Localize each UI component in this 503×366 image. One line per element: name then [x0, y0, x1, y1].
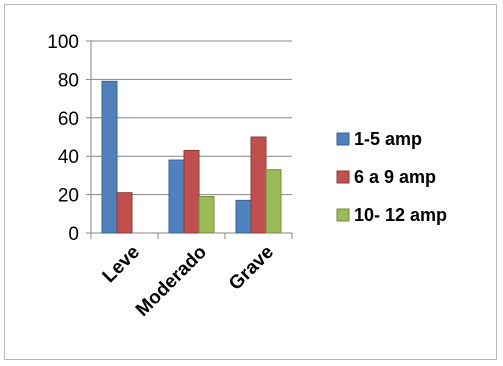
x-category-label: Moderado [132, 242, 211, 321]
y-tick-label: 100 [47, 32, 79, 53]
bar [235, 199, 252, 234]
legend-swatch [336, 170, 350, 184]
y-tick-label: 40 [58, 147, 79, 168]
legend-swatch [336, 132, 350, 146]
bar [250, 136, 267, 234]
bar [116, 192, 133, 234]
legend-label: 1-5 amp [354, 129, 422, 149]
bar [168, 159, 185, 234]
y-tick-label: 0 [68, 224, 79, 245]
bar [101, 80, 118, 234]
bar [183, 149, 200, 234]
y-tick-label: 20 [58, 186, 79, 207]
bar [265, 169, 282, 234]
y-tick-label: 80 [58, 70, 79, 91]
legend-label: 10- 12 amp [354, 205, 447, 225]
x-category-label: Leve [99, 242, 144, 287]
legend-label: 6 a 9 amp [354, 167, 436, 187]
bar [198, 196, 215, 234]
legend-swatch [336, 208, 350, 222]
x-category-label: Grave [225, 242, 278, 295]
y-tick-label: 60 [58, 109, 79, 130]
